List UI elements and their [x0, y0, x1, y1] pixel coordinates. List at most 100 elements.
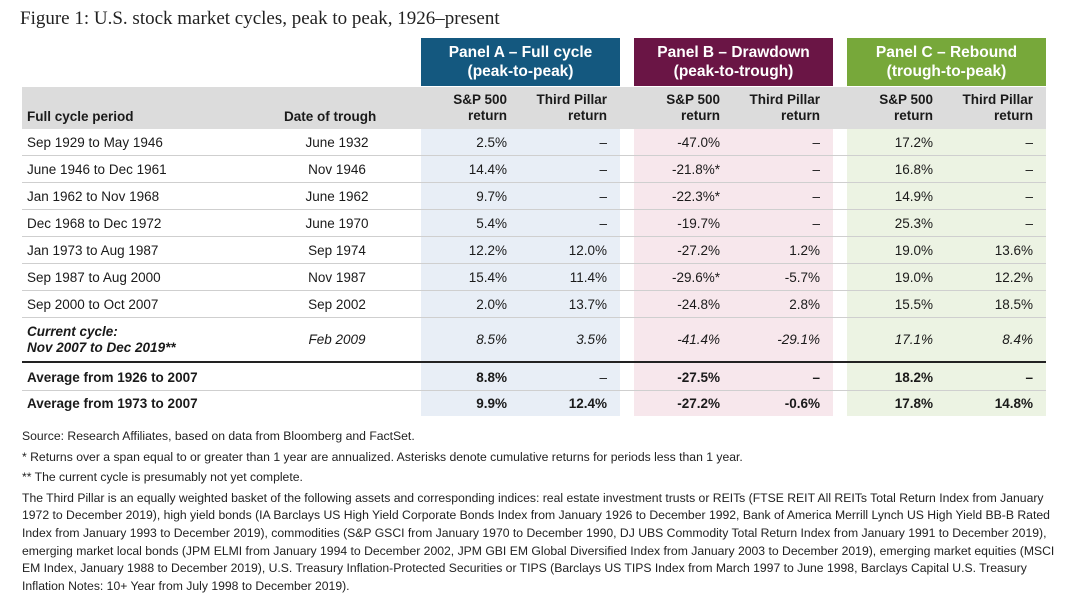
- cell-trough: Nov 1987: [308, 269, 366, 285]
- table-row: June 1946 to Dec 1961 Nov 1946 14.4% – -…: [22, 156, 1046, 183]
- cell-b-sp: -24.8%: [677, 296, 720, 312]
- panel-c-title: Panel C – Rebound: [875, 44, 1018, 61]
- table-row-average: Average from 1926 to 2007 8.8% – -27.5% …: [22, 364, 1046, 391]
- col-header-a-sp-line1: S&P 500: [453, 92, 507, 107]
- col-header-c-tp-line2: return: [993, 108, 1033, 123]
- col-header-c-sp: S&P 500 return: [847, 92, 933, 124]
- cell-period: Sep 2000 to Oct 2007: [27, 296, 159, 312]
- cell-trough: Sep 2002: [308, 296, 366, 312]
- cell-c-sp: 17.2%: [894, 134, 933, 150]
- cell-b-sp: -22.3%*: [671, 188, 720, 204]
- col-header-trough: Date of trough: [284, 109, 377, 124]
- col-header-b-sp: S&P 500 return: [634, 92, 720, 124]
- col-header-a-tp: Third Pillar return: [514, 92, 607, 124]
- col-header-b-sp-line1: S&P 500: [666, 92, 720, 107]
- col-header-b-tp-line1: Third Pillar: [749, 92, 820, 107]
- cell-c-tp: 14.8%: [994, 396, 1033, 411]
- panel-a-background: [421, 129, 620, 416]
- table-row: Sep 2000 to Oct 2007 Sep 2002 2.0% 13.7%…: [22, 291, 1046, 318]
- cell-c-tp: 8.4%: [1002, 332, 1033, 347]
- cell-c-sp: 25.3%: [894, 215, 933, 231]
- cell-a-tp: –: [599, 188, 607, 204]
- cell-trough: Feb 2009: [308, 332, 366, 347]
- table-row: Dec 1968 to Dec 1972 June 1970 5.4% – -1…: [22, 210, 1046, 237]
- table-row: Sep 1929 to May 1946 June 1932 2.5% – -4…: [22, 129, 1046, 156]
- cell-b-sp: -27.5%: [677, 369, 720, 385]
- cell-a-sp: 14.4%: [468, 161, 507, 177]
- cell-b-sp: -27.2%: [677, 396, 720, 411]
- cell-b-tp: 1.2%: [789, 242, 820, 258]
- cell-b-tp: –: [812, 369, 820, 385]
- col-header-b-tp-line2: return: [780, 108, 820, 123]
- cell-c-tp: –: [1025, 188, 1033, 204]
- cell-a-sp: 9.9%: [476, 396, 507, 411]
- table-row: Jan 1962 to Nov 1968 June 1962 9.7% – -2…: [22, 183, 1046, 210]
- cell-c-tp: 13.6%: [994, 242, 1033, 258]
- col-header-c-sp-line2: return: [893, 108, 933, 123]
- cell-b-sp: -27.2%: [677, 242, 720, 258]
- cell-a-sp: 2.5%: [476, 134, 507, 150]
- cell-a-tp: –: [599, 161, 607, 177]
- cell-trough: June 1962: [305, 188, 369, 204]
- note-annualized: * Returns over a span equal to or greate…: [22, 449, 743, 464]
- table-row: Sep 1987 to Aug 2000 Nov 1987 15.4% 11.4…: [22, 264, 1046, 291]
- col-header-period: Full cycle period: [27, 109, 134, 124]
- cell-c-tp: –: [1025, 134, 1033, 150]
- cell-a-tp: 12.4%: [568, 396, 607, 411]
- cell-c-tp: –: [1025, 161, 1033, 177]
- cell-a-tp: 3.5%: [576, 332, 607, 347]
- cell-c-tp: 12.2%: [994, 269, 1033, 285]
- table-row-average: Average from 1973 to 2007 9.9% 12.4% -27…: [22, 391, 1046, 416]
- panel-b-subtitle: (peak-to-trough): [673, 63, 794, 80]
- cell-period: June 1946 to Dec 1961: [27, 161, 167, 177]
- cell-c-tp: –: [1025, 369, 1033, 385]
- panel-b-title: Panel B – Drawdown: [657, 44, 810, 61]
- col-header-a-sp: S&P 500 return: [421, 92, 507, 124]
- cell-a-tp: –: [599, 369, 607, 385]
- table-row-current-cycle: Current cycle: Nov 2007 to Dec 2019** Fe…: [22, 318, 1046, 363]
- cell-c-sp: 14.9%: [894, 188, 933, 204]
- current-cycle-range: Nov 2007 to Dec 2019**: [27, 339, 176, 355]
- cell-b-sp: -21.8%*: [671, 161, 720, 177]
- cell-a-tp: 11.4%: [569, 269, 607, 285]
- panel-c-background: [847, 129, 1046, 416]
- cell-a-tp: –: [599, 215, 607, 231]
- cell-trough: Nov 1946: [308, 161, 366, 177]
- cell-b-tp: -0.6%: [784, 396, 820, 411]
- panel-a-header: Panel A – Full cycle (peak-to-peak): [421, 38, 620, 86]
- cell-period: Dec 1968 to Dec 1972: [27, 215, 162, 231]
- col-header-c-sp-line1: S&P 500: [879, 92, 933, 107]
- cell-c-sp: 19.0%: [894, 269, 933, 285]
- cell-a-tp: –: [599, 134, 607, 150]
- cell-a-sp: 8.8%: [476, 369, 507, 385]
- cell-b-sp: -29.6%*: [671, 269, 720, 285]
- cell-b-tp: –: [812, 215, 820, 231]
- cell-period-current: Current cycle: Nov 2007 to Dec 2019**: [27, 318, 287, 361]
- panel-a-title: Panel A – Full cycle: [448, 44, 593, 61]
- cell-trough: June 1970: [305, 215, 369, 231]
- panel-b-background: [634, 129, 833, 416]
- cell-c-tp: –: [1025, 215, 1033, 231]
- cell-b-tp: –: [812, 161, 820, 177]
- col-header-a-sp-line2: return: [467, 108, 507, 123]
- col-header-b-tp: Third Pillar return: [727, 92, 820, 124]
- current-cycle-label: Current cycle:: [27, 323, 118, 339]
- panel-c-header: Panel C – Rebound (trough-to-peak): [847, 38, 1046, 86]
- cell-trough: June 1932: [305, 134, 369, 150]
- panel-c-subtitle: (trough-to-peak): [886, 63, 1007, 80]
- note-current-cycle: ** The current cycle is presumably not y…: [22, 470, 303, 485]
- figure-title: Figure 1: U.S. stock market cycles, peak…: [20, 8, 500, 29]
- col-header-c-tp-line1: Third Pillar: [962, 92, 1033, 107]
- cell-a-tp: 12.0%: [568, 242, 607, 258]
- cell-a-sp: 9.7%: [476, 188, 507, 204]
- cell-a-sp: 12.2%: [468, 242, 507, 258]
- cell-b-sp: -47.0%: [677, 134, 720, 150]
- col-header-c-tp: Third Pillar return: [940, 92, 1033, 124]
- cell-c-sp: 17.1%: [894, 332, 933, 347]
- cell-b-tp: –: [812, 134, 820, 150]
- cell-b-sp: -41.4%: [677, 332, 720, 347]
- col-header-a-tp-line2: return: [567, 108, 607, 123]
- cell-c-sp: 15.5%: [894, 296, 933, 312]
- cell-b-tp: –: [812, 188, 820, 204]
- cell-period: Sep 1929 to May 1946: [27, 134, 163, 150]
